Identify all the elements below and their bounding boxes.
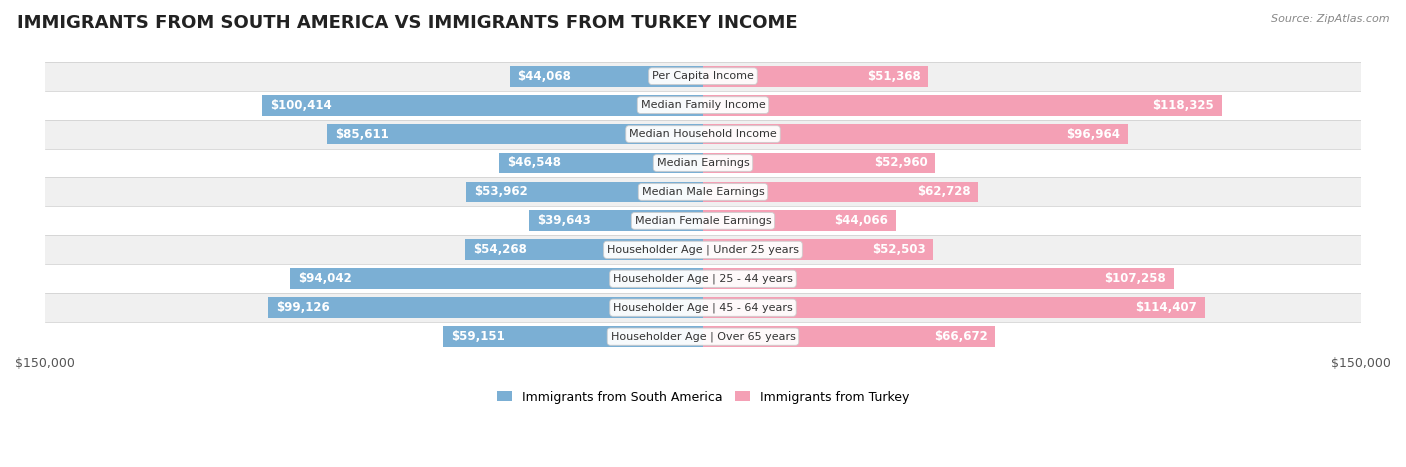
Bar [703,66,928,86]
Bar [703,95,1222,115]
Text: $59,151: $59,151 [451,330,505,343]
Text: $62,728: $62,728 [917,185,970,198]
Text: $118,325: $118,325 [1153,99,1215,112]
Text: $51,368: $51,368 [866,70,921,83]
Text: Median Earnings: Median Earnings [657,158,749,168]
Text: $85,611: $85,611 [335,127,389,141]
Bar [291,269,703,289]
Bar [45,293,1361,322]
Bar [45,120,1361,149]
Bar [45,91,1361,120]
Text: $53,962: $53,962 [474,185,527,198]
Bar [703,297,1205,318]
Text: $44,068: $44,068 [517,70,571,83]
Text: $99,126: $99,126 [276,301,330,314]
Legend: Immigrants from South America, Immigrants from Turkey: Immigrants from South America, Immigrant… [492,386,914,409]
Bar [328,124,703,144]
Bar [45,322,1361,351]
Bar [45,264,1361,293]
Bar [45,62,1361,91]
Bar [509,66,703,86]
Text: $44,066: $44,066 [835,214,889,227]
Bar [467,182,703,202]
Text: $114,407: $114,407 [1135,301,1197,314]
Bar [499,153,703,173]
Text: $52,503: $52,503 [872,243,925,256]
Text: $100,414: $100,414 [270,99,332,112]
Bar [443,326,703,347]
Text: Householder Age | Over 65 years: Householder Age | Over 65 years [610,332,796,342]
Bar [45,177,1361,206]
Text: Per Capita Income: Per Capita Income [652,71,754,81]
Text: $107,258: $107,258 [1104,272,1166,285]
Text: Median Family Income: Median Family Income [641,100,765,110]
Text: IMMIGRANTS FROM SOUTH AMERICA VS IMMIGRANTS FROM TURKEY INCOME: IMMIGRANTS FROM SOUTH AMERICA VS IMMIGRA… [17,14,797,32]
Text: $94,042: $94,042 [298,272,352,285]
Bar [529,211,703,231]
Bar [703,240,934,260]
Bar [703,182,979,202]
Bar [45,206,1361,235]
Bar [263,95,703,115]
Bar [45,235,1361,264]
Text: $39,643: $39,643 [537,214,591,227]
Text: $96,964: $96,964 [1067,127,1121,141]
Text: Householder Age | 25 - 44 years: Householder Age | 25 - 44 years [613,274,793,284]
Text: $54,268: $54,268 [472,243,527,256]
Bar [45,149,1361,177]
Bar [703,269,1174,289]
Text: Householder Age | 45 - 64 years: Householder Age | 45 - 64 years [613,303,793,313]
Bar [703,153,935,173]
Bar [465,240,703,260]
Text: $66,672: $66,672 [934,330,987,343]
Text: Householder Age | Under 25 years: Householder Age | Under 25 years [607,245,799,255]
Bar [703,326,995,347]
Bar [703,124,1129,144]
Text: Median Household Income: Median Household Income [628,129,778,139]
Text: $46,548: $46,548 [506,156,561,170]
Bar [269,297,703,318]
Text: Median Female Earnings: Median Female Earnings [634,216,772,226]
Text: Source: ZipAtlas.com: Source: ZipAtlas.com [1271,14,1389,24]
Text: $52,960: $52,960 [873,156,928,170]
Bar [703,211,896,231]
Text: Median Male Earnings: Median Male Earnings [641,187,765,197]
